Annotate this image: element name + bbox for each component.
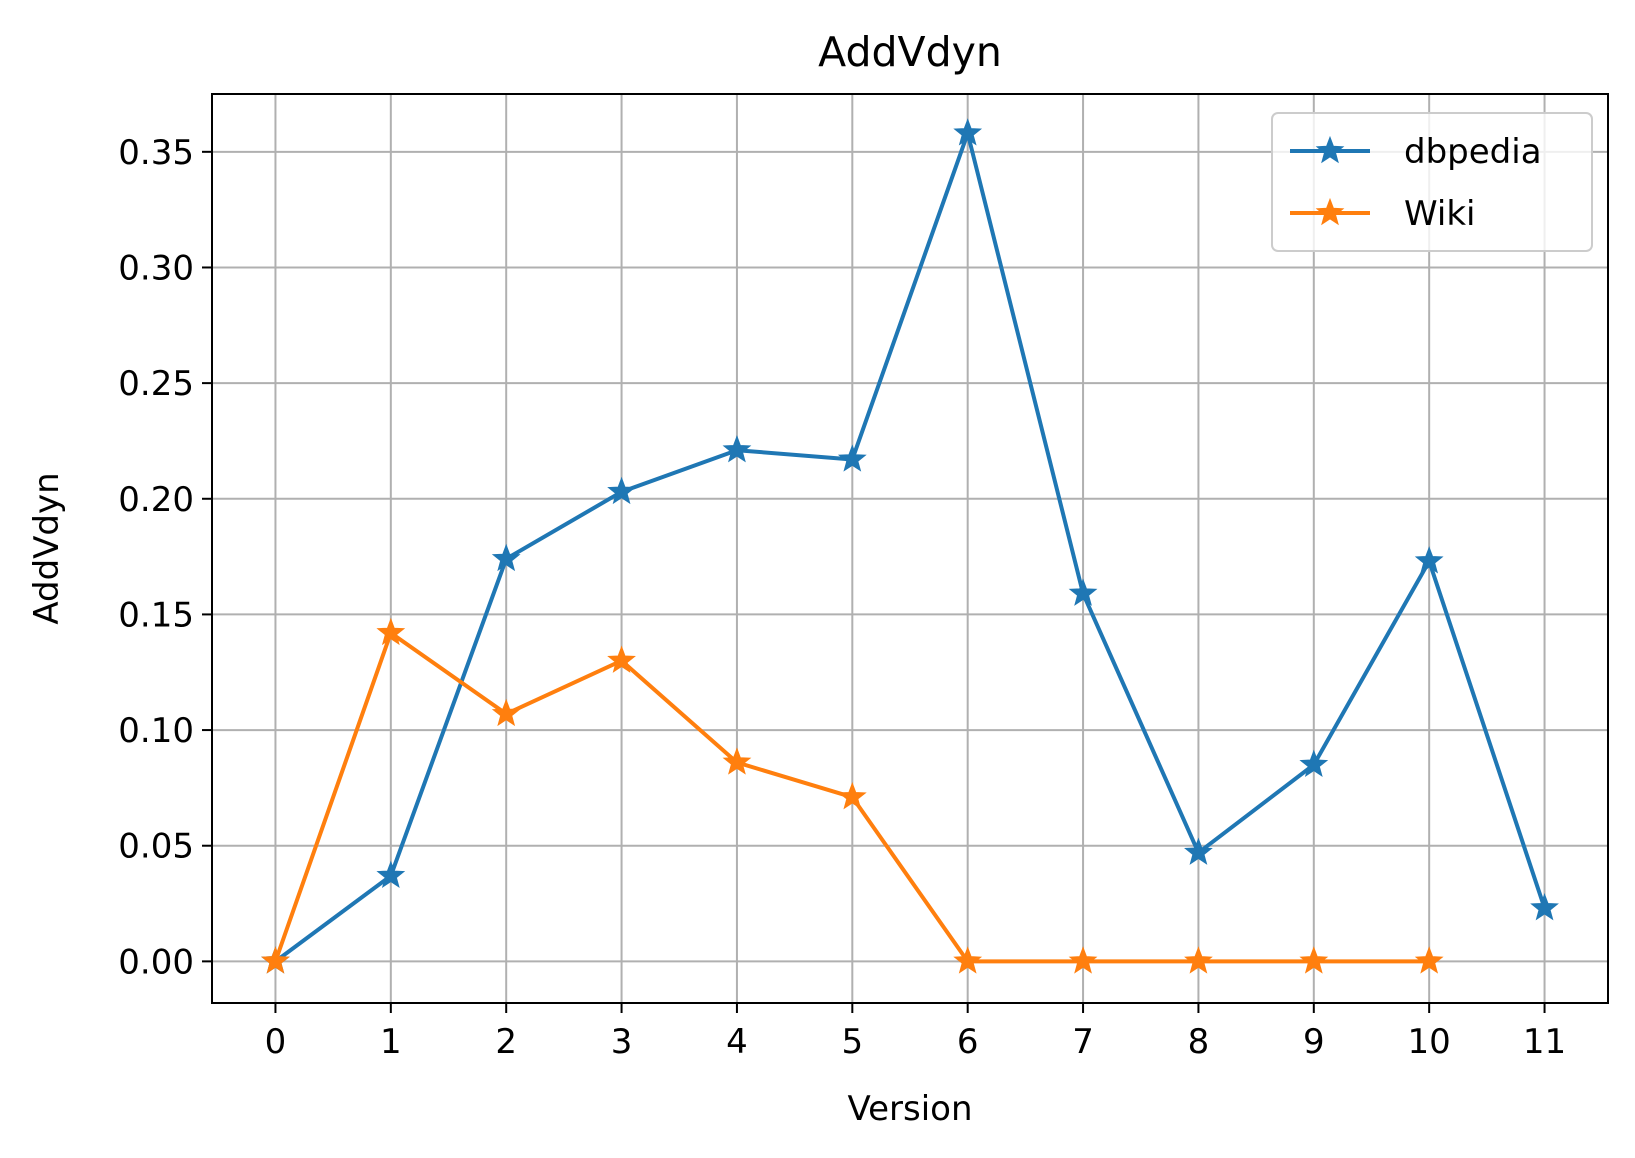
y-tick-label: 0.35: [118, 133, 194, 173]
x-tick-label: 6: [957, 1022, 979, 1062]
x-tick-label: 0: [265, 1022, 287, 1062]
x-tick-label: 1: [380, 1022, 402, 1062]
data-point: [1068, 578, 1098, 606]
data-point: [837, 444, 867, 472]
data-point: [1299, 946, 1329, 974]
y-axis-title: AddVdyn: [27, 472, 67, 624]
x-tick-label: 2: [495, 1022, 517, 1062]
plot-frame: [211, 93, 1609, 1004]
legend-entry: Wiki: [1290, 194, 1475, 234]
legend-entry: dbpedia: [1290, 132, 1542, 172]
x-tick-label: 4: [726, 1022, 748, 1062]
y-tick-label: 0.15: [118, 595, 194, 635]
y-tick-label: 0.25: [118, 364, 194, 404]
y-tick-label: 0.00: [118, 942, 194, 982]
data-point: [837, 782, 867, 810]
y-tick-label: 0.05: [118, 827, 194, 867]
legend-marker: [1315, 135, 1345, 164]
data-point: [1068, 946, 1098, 974]
data-point: [1414, 946, 1444, 974]
x-tick-label: 10: [1408, 1022, 1451, 1062]
data-point: [607, 476, 636, 505]
x-tick-label: 11: [1523, 1022, 1566, 1062]
series-line: [274, 131, 1547, 963]
data-point: [491, 543, 521, 572]
series-wiki: [261, 617, 1444, 974]
data-point: [1184, 837, 1213, 865]
data-point: [491, 698, 521, 727]
y-tick-label: 0.10: [118, 711, 194, 751]
x-tick-label: 3: [611, 1022, 633, 1062]
y-tick-label: 0.20: [118, 480, 194, 520]
data-point: [1184, 946, 1213, 974]
legend-label: Wiki: [1404, 194, 1475, 234]
data-point: [376, 617, 406, 646]
data-point: [953, 946, 983, 974]
data-point: [1414, 546, 1444, 574]
legend: dbpedia Wiki: [1271, 112, 1593, 252]
data-point: [722, 747, 752, 775]
x-tick-label: 5: [841, 1022, 863, 1062]
chart-title: AddVdyn: [818, 28, 1002, 76]
data-point: [1299, 749, 1329, 777]
x-axis-title: Version: [847, 1089, 972, 1129]
y-tick-label: 0.30: [118, 248, 194, 288]
legend-box: [1271, 112, 1593, 252]
legend-marker: [1315, 197, 1345, 226]
data-point: [607, 645, 636, 673]
axis-ticks: 0 1 2 3 4 5 6 7 8 9 10 11 0.00 0.05 0.10 0.15 0.20 0.25 0.…: [118, 133, 1566, 1062]
data-point: [722, 435, 752, 463]
data-point: [953, 118, 983, 146]
x-tick-label: 7: [1072, 1022, 1094, 1062]
data-point: [376, 860, 406, 889]
series-layer: [261, 118, 1559, 974]
legend-label: dbpedia: [1404, 132, 1542, 172]
data-point: [1530, 893, 1559, 921]
x-tick-label: 8: [1188, 1022, 1210, 1062]
x-tick-label: 9: [1303, 1022, 1325, 1062]
data-point: [261, 946, 290, 974]
